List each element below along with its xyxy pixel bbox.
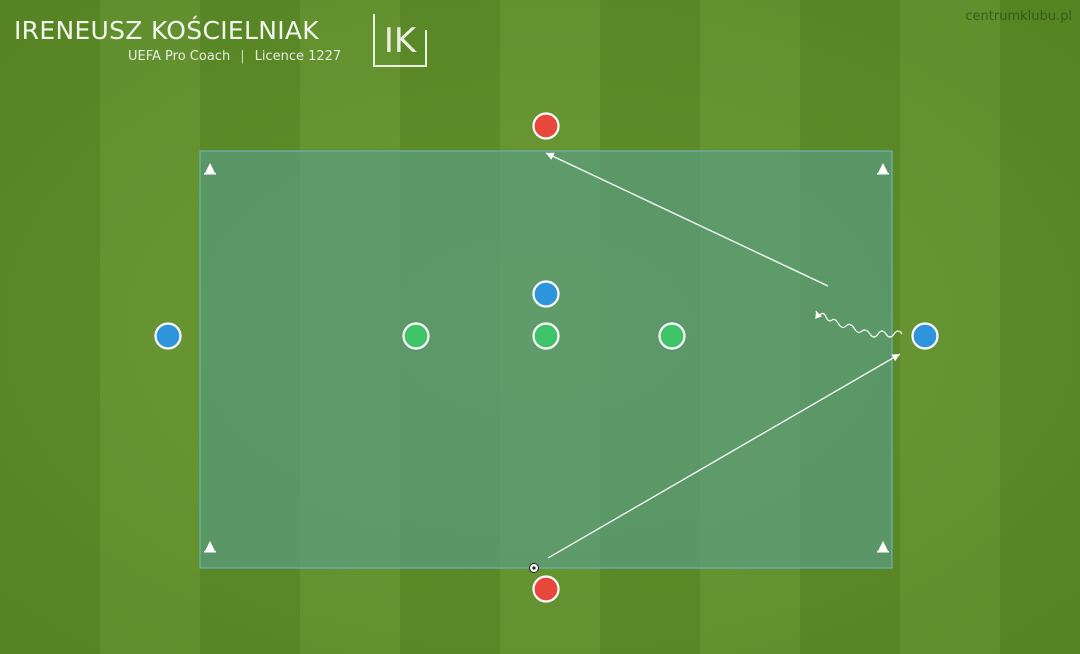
logo-text: IK <box>384 21 418 61</box>
cone-icon <box>877 541 889 553</box>
coach-licence: Licence 1227 <box>254 49 342 64</box>
logo-frame <box>373 14 427 67</box>
pass-arrow <box>547 353 901 559</box>
coach-title: UEFA Pro Coach <box>128 49 231 64</box>
cone-icon <box>204 163 216 175</box>
coach-credentials: UEFA Pro Coach | Licence 1227 <box>128 49 341 64</box>
blue-player-right <box>911 322 939 350</box>
green-players <box>402 322 686 350</box>
red-player-top <box>532 112 560 140</box>
ik-logo: IK <box>373 14 427 67</box>
coach-name: IRENEUSZ KOŚCIELNIAK <box>14 16 319 45</box>
red-players <box>532 112 560 603</box>
cone-icon <box>877 163 889 175</box>
site-url: centrumklubu.pl <box>965 9 1072 24</box>
blue-players <box>154 280 939 350</box>
training-zone <box>199 150 893 569</box>
blue-player-left <box>154 322 182 350</box>
cone-icon <box>204 541 216 553</box>
blue-player-center <box>532 280 560 308</box>
green-player-center <box>532 322 560 350</box>
credentials-separator: | <box>240 49 245 64</box>
pass-arrow <box>545 152 829 287</box>
green-player-left <box>402 322 430 350</box>
green-player-right <box>658 322 686 350</box>
red-player-bottom <box>532 575 560 603</box>
ball-icon <box>529 563 539 573</box>
dribble-arrow <box>815 310 903 338</box>
